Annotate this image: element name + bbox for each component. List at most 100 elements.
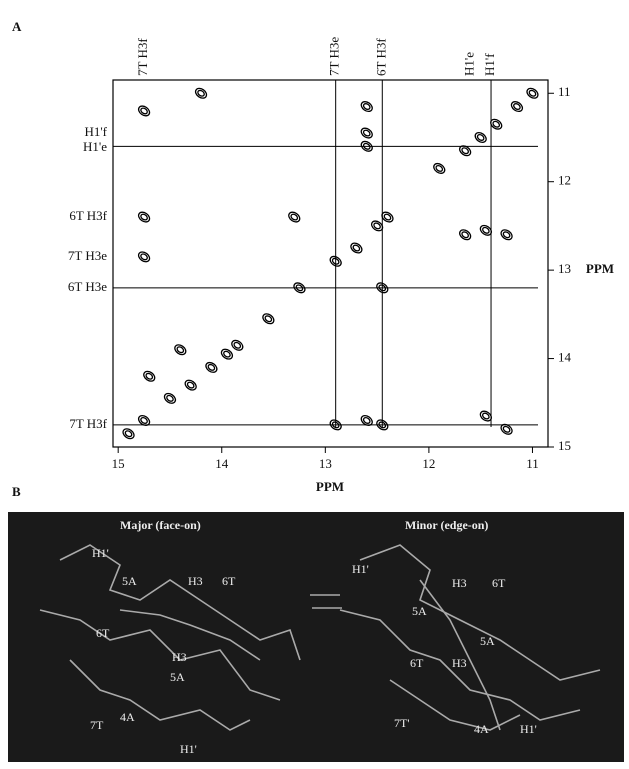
atom-label: 7T' [394,716,410,730]
bond [69,659,251,731]
peak-contour [490,118,503,130]
peak [350,242,363,254]
top-label: 7T H3f [135,38,150,76]
peak-contour [329,255,342,267]
bond [389,679,521,731]
peak [376,282,389,294]
peak [500,229,513,241]
peak [137,211,151,223]
peak [137,105,151,117]
y-axis-label: PPM [586,261,614,276]
image-background [8,512,624,762]
peak-contour [140,416,148,424]
peak-contour [329,419,342,431]
peak [360,127,373,139]
x-tick-label: 12 [422,456,435,471]
peak-contour [370,220,384,232]
peak-contour [140,107,148,115]
peak-contour [383,213,392,221]
peak-contour [124,430,133,438]
y-tick-label: 14 [558,350,572,365]
peak-contour [360,140,373,152]
x-tick-label: 14 [215,456,229,471]
peak [360,140,373,152]
peak [293,282,306,294]
atom-label: 6T [222,574,236,588]
peak-contour [137,251,151,263]
peak [174,344,187,356]
peak-contour [459,229,472,241]
bond [59,544,301,661]
peak [137,251,151,263]
atom-label: 4A [120,710,135,724]
peak-contour [482,226,490,234]
peak-contour [500,423,513,435]
peak-contour [513,103,521,111]
peak [288,211,301,223]
atom-label: 4A [474,722,489,736]
bond [39,609,281,701]
peak-contour [381,211,394,223]
peak [360,414,373,426]
atom-label: 6T [410,656,424,670]
peak [231,339,244,351]
peak-contour [502,425,511,433]
y-tick-label: 11 [558,84,571,99]
image-title: Major (face-on) [120,518,201,532]
peak-contour [207,363,216,371]
atom-label: H3 [452,656,467,670]
peak-contour [140,213,148,221]
peak-contour [122,428,135,440]
peak [122,428,135,440]
peak-contour [360,127,373,139]
peak [474,131,487,143]
x-axis-label: PPM [316,479,344,494]
peak-contour [293,282,306,294]
left-label: H1'e [83,139,107,154]
peak-contour [264,315,273,323]
y-tick-label: 12 [558,173,571,188]
peak-contour [220,348,234,360]
left-label: 7T H3f [69,416,107,431]
peak-contour [362,129,371,137]
peak [526,87,539,99]
atom-label: 5A [170,670,185,684]
peak-contour [461,147,469,155]
panel-label: A [12,19,22,34]
peak-contour [378,421,387,429]
peak-contour [184,379,197,391]
atom-label: 6T [492,576,506,590]
peak-contour [362,103,371,111]
peak-contour [143,370,156,382]
peak [262,313,275,325]
peak-contour [331,257,340,265]
x-tick-label: 15 [112,456,125,471]
peak [163,392,177,404]
atom-label: H1' [352,562,369,576]
peak-contour [174,344,187,356]
atom-label: 6T [96,626,110,640]
peak [433,162,446,174]
peak-contour [376,419,389,431]
peak-contour [233,341,242,349]
peak [479,410,492,422]
atom-label: H1' [180,742,197,756]
peak-contour [476,133,485,141]
peak [143,370,156,382]
panel-label: B [12,484,21,499]
peak-contour [194,87,208,99]
peak-contour [435,164,444,172]
peak-contour [378,284,387,292]
x-tick-label: 11 [526,456,539,471]
peak-contour [479,410,492,422]
atom-label: 7T [90,718,104,732]
peak-contour [223,350,231,358]
peak [510,101,524,113]
peak [360,101,373,113]
peak-contour [479,224,492,236]
peak [194,87,208,99]
peak-contour [500,229,513,241]
peak-contour [362,142,371,150]
peak-contour [526,87,539,99]
